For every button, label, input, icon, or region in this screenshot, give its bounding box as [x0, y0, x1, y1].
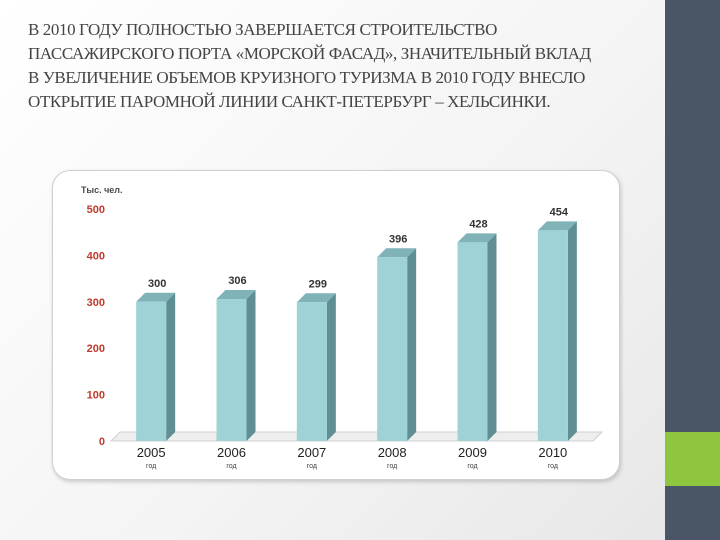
- heading-line: ПАССАЖИРСКОГО ПОРТА «МОРСКОЙ ФАСАД», ЗНА…: [28, 44, 591, 63]
- heading-line: ОТКРЫТИЕ ПАРОМНОЙ ЛИНИИ САНКТ-ПЕТЕРБУРГ …: [28, 92, 551, 111]
- x-tick-suffix: год: [307, 463, 317, 470]
- data-label: 299: [309, 278, 327, 290]
- bar-side: [567, 221, 577, 441]
- bar-side: [407, 248, 417, 441]
- y-tick-label: 0: [99, 436, 105, 448]
- bar: [457, 242, 488, 441]
- y-tick-label: 100: [87, 390, 105, 402]
- side-accent: [665, 432, 720, 486]
- bar: [216, 299, 247, 441]
- x-tick-label: 2007: [297, 445, 326, 460]
- y-tick-label: 500: [87, 204, 105, 216]
- data-label: 306: [228, 275, 246, 287]
- bar-top: [216, 290, 256, 300]
- bar: [296, 302, 327, 441]
- y-tick-label: 200: [87, 343, 105, 355]
- data-label: 396: [389, 233, 407, 245]
- bar-top: [136, 292, 176, 302]
- x-tick-suffix: год: [226, 463, 236, 470]
- x-tick-label: 2010: [538, 445, 567, 460]
- bar-side: [487, 233, 497, 441]
- data-label: 300: [148, 278, 166, 290]
- bar-top: [457, 233, 497, 243]
- x-tick-label: 2005: [137, 445, 166, 460]
- bar-side: [166, 292, 176, 441]
- chart-floor: [109, 431, 604, 442]
- bar-top: [537, 221, 577, 231]
- x-tick-suffix: год: [467, 463, 477, 470]
- heading-line: В 2010 ГОДУ ПОЛНОСТЬЮ ЗАВЕРШАЕТСЯ СТРОИТ…: [28, 20, 497, 39]
- bar-chart: 0 100 200 300 400 500 300 2005 год 306 2006 год 299 2…: [87, 204, 604, 470]
- heading-line: В УВЕЛИЧЕНИЕ ОБЪЕМОВ КРУИЗНОГО ТУРИЗМА В…: [28, 68, 585, 87]
- x-tick-suffix: год: [548, 463, 558, 470]
- y-axis-unit-label: Тыс. чел.: [81, 185, 123, 195]
- bar-side: [326, 293, 336, 441]
- bar: [136, 301, 167, 441]
- bar-side: [246, 290, 256, 441]
- x-tick-label: 2009: [458, 445, 487, 460]
- x-tick-suffix: год: [146, 463, 156, 470]
- data-label: 454: [550, 206, 569, 218]
- slide-heading: В 2010 ГОДУ ПОЛНОСТЬЮ ЗАВЕРШАЕТСЯ СТРОИТ…: [28, 18, 658, 114]
- y-tick-label: 400: [87, 250, 105, 262]
- data-label: 428: [469, 218, 487, 230]
- x-tick-suffix: год: [387, 463, 397, 470]
- bar: [537, 230, 568, 441]
- x-tick-label: 2008: [378, 445, 407, 460]
- bar: [377, 257, 408, 441]
- bar-top: [377, 248, 417, 258]
- y-tick-label: 300: [87, 297, 105, 309]
- x-tick-label: 2006: [217, 445, 246, 460]
- chart-panel: Тыс. чел. 0 100 200 300 400 500 300 2005 год 306 2…: [52, 170, 620, 480]
- bar-top: [296, 293, 336, 303]
